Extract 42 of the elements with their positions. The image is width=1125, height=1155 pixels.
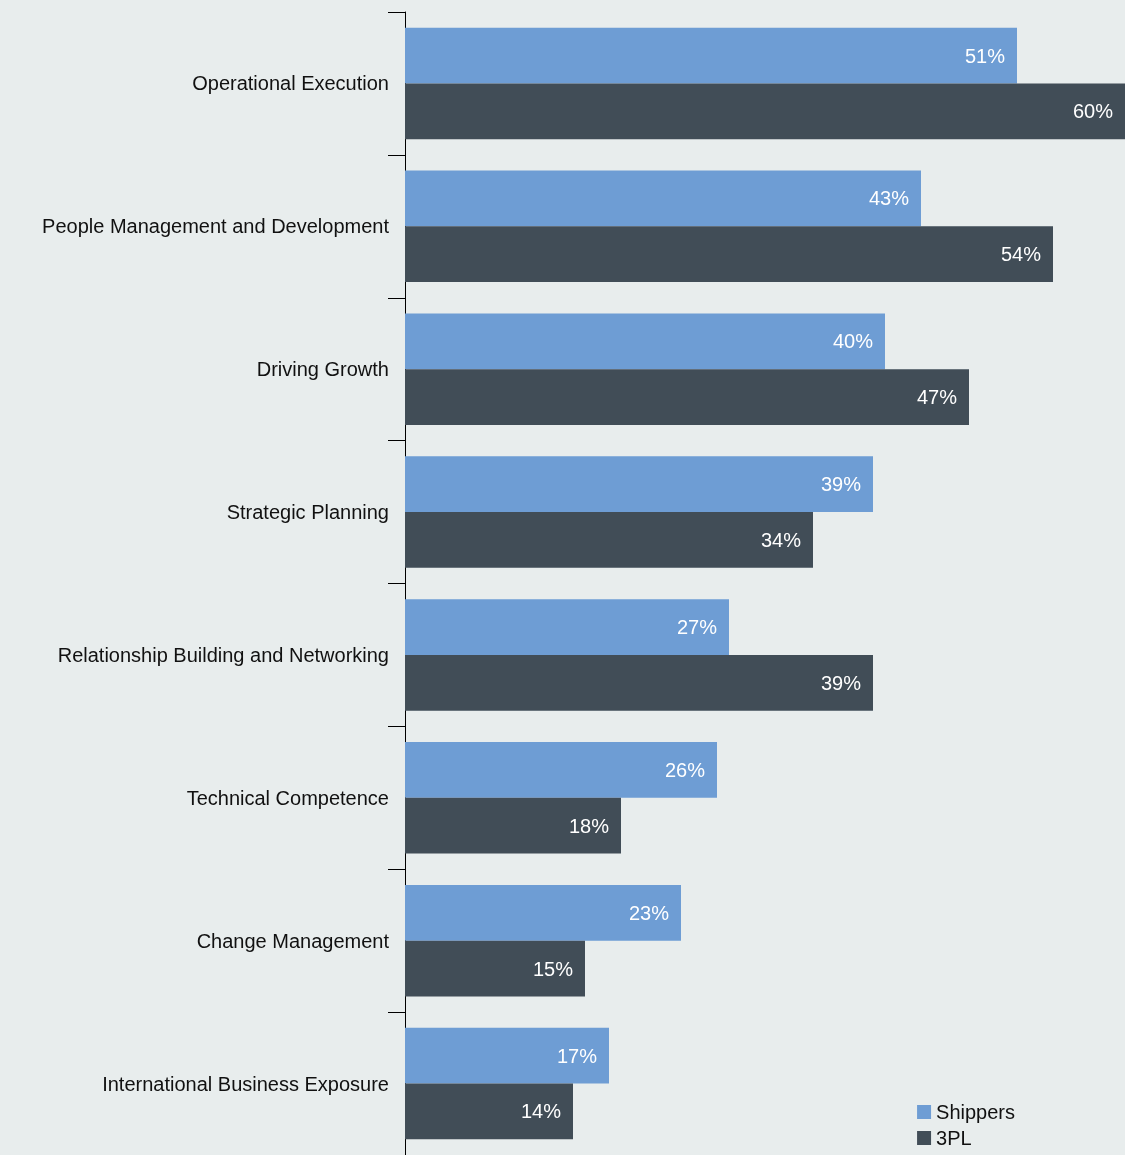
bar — [405, 369, 969, 425]
data-label: 14% — [520, 1100, 562, 1123]
y-tick-label: Operational Execution — [192, 72, 389, 95]
data-label: 60% — [1072, 100, 1114, 123]
y-tick-label: Technical Competence — [186, 786, 389, 809]
data-label: 39% — [820, 671, 862, 694]
y-tick-label: International Business Exposure — [102, 1072, 389, 1095]
data-label: 40% — [832, 330, 874, 353]
bar — [405, 83, 1125, 140]
y-tick-label: People Management and Development — [42, 215, 390, 238]
bar — [405, 1083, 573, 1140]
data-label: 39% — [820, 473, 862, 496]
data-label: 15% — [532, 957, 574, 980]
data-label: 26% — [664, 758, 706, 781]
y-tick-label: Relationship Building and Networking — [57, 643, 389, 666]
bar — [405, 742, 717, 798]
bar — [405, 940, 585, 997]
y-tick-label: Change Management — [196, 929, 390, 952]
data-label: 54% — [1000, 243, 1042, 266]
bar — [405, 884, 681, 941]
bar — [405, 313, 885, 370]
bar — [405, 27, 1017, 84]
data-label: 34% — [760, 528, 802, 551]
data-label: 43% — [868, 187, 910, 210]
data-label: 27% — [676, 616, 718, 639]
bar — [405, 170, 921, 227]
data-label: 23% — [628, 901, 670, 924]
bar — [405, 599, 729, 655]
data-label: 18% — [568, 814, 610, 837]
legend-label: Shippers — [936, 1101, 1015, 1123]
bar — [405, 226, 1053, 283]
data-label: 17% — [556, 1044, 598, 1067]
bar — [405, 654, 873, 711]
bar — [405, 456, 873, 513]
bar — [405, 512, 813, 568]
legend-label: 3PL — [936, 1127, 972, 1149]
y-tick-label: Driving Growth — [256, 358, 389, 381]
data-label: 51% — [964, 44, 1006, 67]
y-tick-label: Strategic Planning — [226, 501, 389, 524]
bar — [405, 797, 621, 854]
bar — [405, 1027, 609, 1084]
data-label: 47% — [916, 386, 958, 409]
